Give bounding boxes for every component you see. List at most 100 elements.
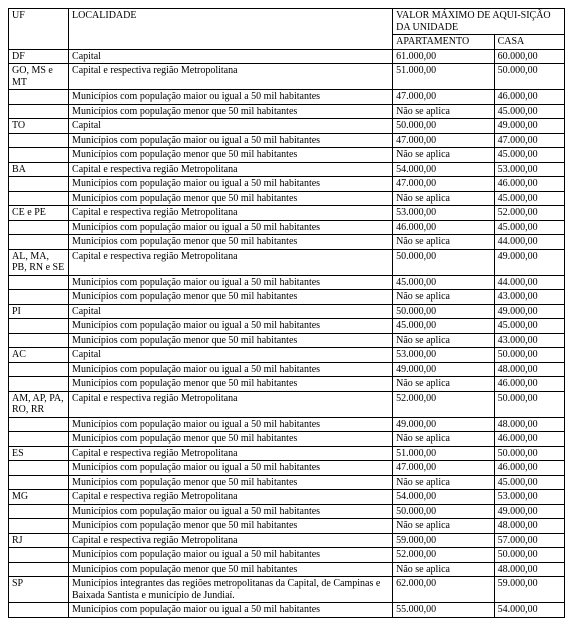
cell-apartamento: 53.000,00	[393, 348, 494, 363]
cell-apartamento: 55.000,00	[393, 603, 494, 618]
cell-casa: 53.000,00	[494, 490, 564, 505]
cell-apartamento: Não se aplica	[393, 104, 494, 119]
cell-localidade: Municípios com população menor que 50 mi…	[69, 432, 393, 447]
cell-apartamento: 61.000,00	[393, 49, 494, 64]
cell-localidade: Capital	[69, 348, 393, 363]
table-row: PICapital50.000,0049.000,00	[9, 304, 565, 319]
cell-uf: DF	[9, 49, 69, 64]
table-row: ESCapital e respectiva região Metropolit…	[9, 446, 565, 461]
cell-uf	[9, 432, 69, 447]
table-row: Municípios com população maior ou igual …	[9, 603, 565, 618]
cell-apartamento: 52.000,00	[393, 391, 494, 417]
cell-localidade: Municípios com população maior ou igual …	[69, 177, 393, 192]
table-row: Municípios com população menor que 50 mi…	[9, 148, 565, 163]
cell-localidade: Municípios com população menor que 50 mi…	[69, 148, 393, 163]
cell-uf	[9, 148, 69, 163]
cell-localidade: Municípios com população menor que 50 mi…	[69, 377, 393, 392]
cell-localidade: Municípios com população maior ou igual …	[69, 362, 393, 377]
table-row: Municípios com população menor que 50 mi…	[9, 562, 565, 577]
cell-localidade: Capital e respectiva região Metropolitan…	[69, 446, 393, 461]
cell-uf	[9, 191, 69, 206]
cell-casa: 45.000,00	[494, 220, 564, 235]
header-valor-max: VALOR MÁXIMO DE AQUI-SIÇÃO DA UNIDADE	[393, 9, 565, 35]
table-row: Municípios com população menor que 50 mi…	[9, 333, 565, 348]
cell-apartamento: 50.000,00	[393, 119, 494, 134]
cell-uf: RJ	[9, 533, 69, 548]
cell-apartamento: Não se aplica	[393, 432, 494, 447]
header-casa: CASA	[494, 35, 564, 50]
cell-casa: 48.000,00	[494, 562, 564, 577]
cell-localidade: Capital e respectiva região Metropolitan…	[69, 391, 393, 417]
cell-casa: 48.000,00	[494, 362, 564, 377]
cell-localidade: Municípios com população menor que 50 mi…	[69, 235, 393, 250]
cell-uf: TO	[9, 119, 69, 134]
cell-uf	[9, 417, 69, 432]
cell-localidade: Municípios com população maior ou igual …	[69, 319, 393, 334]
cell-casa: 46.000,00	[494, 432, 564, 447]
cell-uf	[9, 90, 69, 105]
cell-uf	[9, 504, 69, 519]
cell-casa: 48.000,00	[494, 519, 564, 534]
cell-localidade: Municípios com população maior ou igual …	[69, 133, 393, 148]
cell-casa: 43.000,00	[494, 333, 564, 348]
cell-apartamento: 50.000,00	[393, 304, 494, 319]
cell-uf	[9, 548, 69, 563]
table-row: MGCapital e respectiva região Metropolit…	[9, 490, 565, 505]
cell-casa: 46.000,00	[494, 377, 564, 392]
header-localidade: LOCALIDADE	[69, 9, 393, 50]
cell-localidade: Capital e respectiva região Metropolitan…	[69, 64, 393, 90]
cell-localidade: Municípios com população maior ou igual …	[69, 275, 393, 290]
cell-apartamento: 50.000,00	[393, 504, 494, 519]
table-row: SPMunicípios integrantes das regiões met…	[9, 577, 565, 603]
cell-uf	[9, 333, 69, 348]
table-row: Municípios com população maior ou igual …	[9, 548, 565, 563]
cell-apartamento: 46.000,00	[393, 220, 494, 235]
cell-casa: 60.000,00	[494, 49, 564, 64]
cell-localidade: Municípios com população maior ou igual …	[69, 548, 393, 563]
cell-localidade: Municípios com população menor que 50 mi…	[69, 333, 393, 348]
cell-uf: ES	[9, 446, 69, 461]
cell-apartamento: Não se aplica	[393, 191, 494, 206]
cell-localidade: Capital e respectiva região Metropolitan…	[69, 490, 393, 505]
table-row: BACapital e respectiva região Metropolit…	[9, 162, 565, 177]
cell-uf: AC	[9, 348, 69, 363]
table-row: GO, MS e MTCapital e respectiva região M…	[9, 64, 565, 90]
cell-casa: 44.000,00	[494, 235, 564, 250]
cell-uf	[9, 475, 69, 490]
cell-casa: 45.000,00	[494, 319, 564, 334]
table-row: Municípios com população maior ou igual …	[9, 417, 565, 432]
cell-casa: 53.000,00	[494, 162, 564, 177]
cell-uf: AM, AP, PA, RO, RR	[9, 391, 69, 417]
cell-uf	[9, 235, 69, 250]
cell-apartamento: Não se aplica	[393, 148, 494, 163]
cell-localidade: Capital e respectiva região Metropolitan…	[69, 533, 393, 548]
cell-apartamento: 47.000,00	[393, 90, 494, 105]
cell-apartamento: 51.000,00	[393, 446, 494, 461]
cell-localidade: Capital e respectiva região Metropolitan…	[69, 249, 393, 275]
cell-apartamento: 50.000,00	[393, 249, 494, 275]
table-row: Municípios com população menor que 50 mi…	[9, 475, 565, 490]
cell-localidade: Municípios com população menor que 50 mi…	[69, 290, 393, 305]
cell-apartamento: 54.000,00	[393, 162, 494, 177]
table-row: Municípios com população maior ou igual …	[9, 133, 565, 148]
cell-casa: 45.000,00	[494, 148, 564, 163]
cell-apartamento: Não se aplica	[393, 333, 494, 348]
cell-casa: 48.000,00	[494, 417, 564, 432]
table-row: Municípios com população maior ou igual …	[9, 504, 565, 519]
table-row: AL, MA, PB, RN e SECapital e respectiva …	[9, 249, 565, 275]
cell-localidade: Capital	[69, 119, 393, 134]
table-row: Municípios com população menor que 50 mi…	[9, 191, 565, 206]
table-row: RJCapital e respectiva região Metropolit…	[9, 533, 565, 548]
cell-casa: 49.000,00	[494, 119, 564, 134]
cell-casa: 49.000,00	[494, 504, 564, 519]
cell-localidade: Capital	[69, 49, 393, 64]
cell-uf: AL, MA, PB, RN e SE	[9, 249, 69, 275]
table-row: Municípios com população maior ou igual …	[9, 275, 565, 290]
cell-casa: 50.000,00	[494, 548, 564, 563]
table-row: Municípios com população menor que 50 mi…	[9, 432, 565, 447]
cell-casa: 49.000,00	[494, 304, 564, 319]
header-uf: UF	[9, 9, 69, 50]
cell-uf: MG	[9, 490, 69, 505]
cell-apartamento: Não se aplica	[393, 562, 494, 577]
cell-localidade: Municípios com população menor que 50 mi…	[69, 191, 393, 206]
